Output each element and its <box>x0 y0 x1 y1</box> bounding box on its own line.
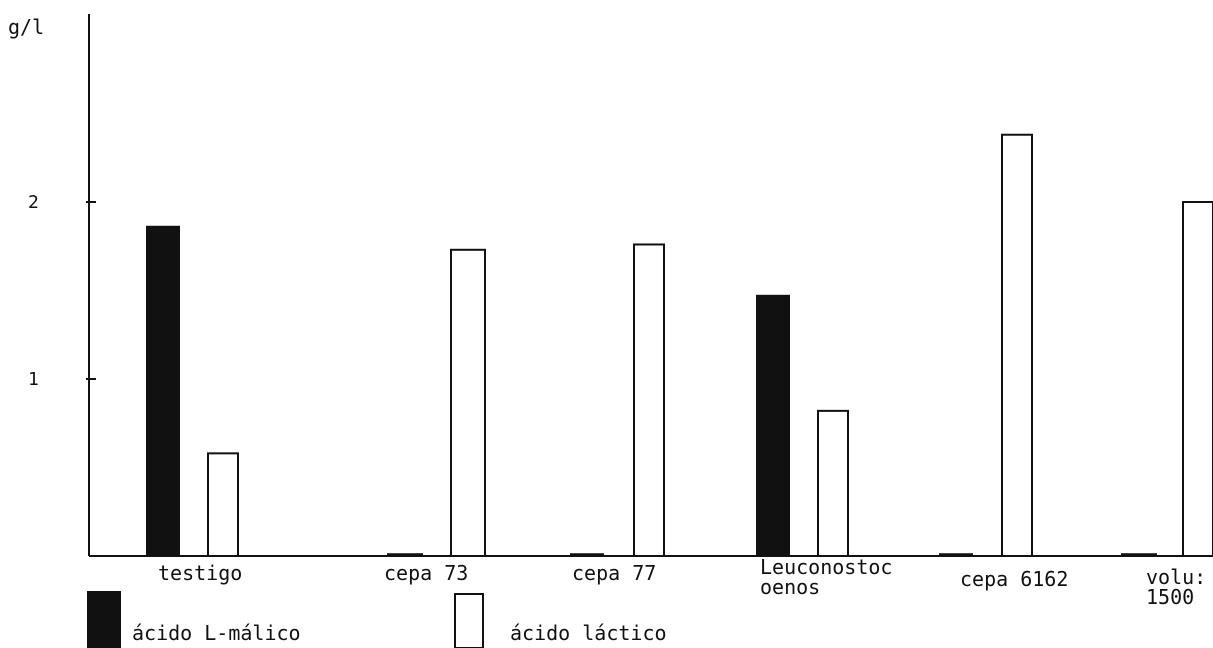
bar-malic-0 <box>146 225 180 557</box>
legend: ácido L-málico ácido láctico <box>87 591 667 648</box>
bar-malic-5 <box>1121 553 1157 557</box>
category-label-3-line-0: Leuconostoc <box>760 555 892 579</box>
bar-malic-1 <box>387 553 423 557</box>
category-label-3-line-1: oenos <box>760 575 820 599</box>
category-label-5-line-0: volu: <box>1146 565 1206 589</box>
bar-lactic-0 <box>207 452 239 557</box>
bar-malic-4 <box>939 553 973 557</box>
category-label-2: cepa 77 <box>572 561 656 585</box>
bar-lactic-4 <box>1001 133 1033 558</box>
bar-lactic-5 <box>1182 201 1213 557</box>
bar-malic-3 <box>756 294 790 557</box>
legend-label-lactic: ácido láctico <box>510 621 667 645</box>
bar-lactic-2 <box>633 243 665 557</box>
bar-lactic-1 <box>450 248 486 557</box>
category-label-4: cepa 6162 <box>960 567 1068 591</box>
legend-swatch-malic <box>87 591 121 648</box>
legend-label-malic: ácido L-málico <box>132 621 301 645</box>
category-label-0: testigo <box>158 561 242 585</box>
category-label-1: cepa 73 <box>384 561 468 585</box>
bars <box>146 133 1213 558</box>
category-label-5-line-1: 1500 <box>1146 585 1194 609</box>
y-tick-label-2: 2 <box>28 192 39 213</box>
y-axis-ticks: 12 <box>28 192 96 390</box>
bar-lactic-3 <box>817 409 849 557</box>
y-tick-label-1: 1 <box>28 369 39 390</box>
bar-malic-2 <box>570 553 604 557</box>
y-axis-unit-label: g/l <box>8 15 44 39</box>
legend-swatch-lactic <box>454 593 484 648</box>
